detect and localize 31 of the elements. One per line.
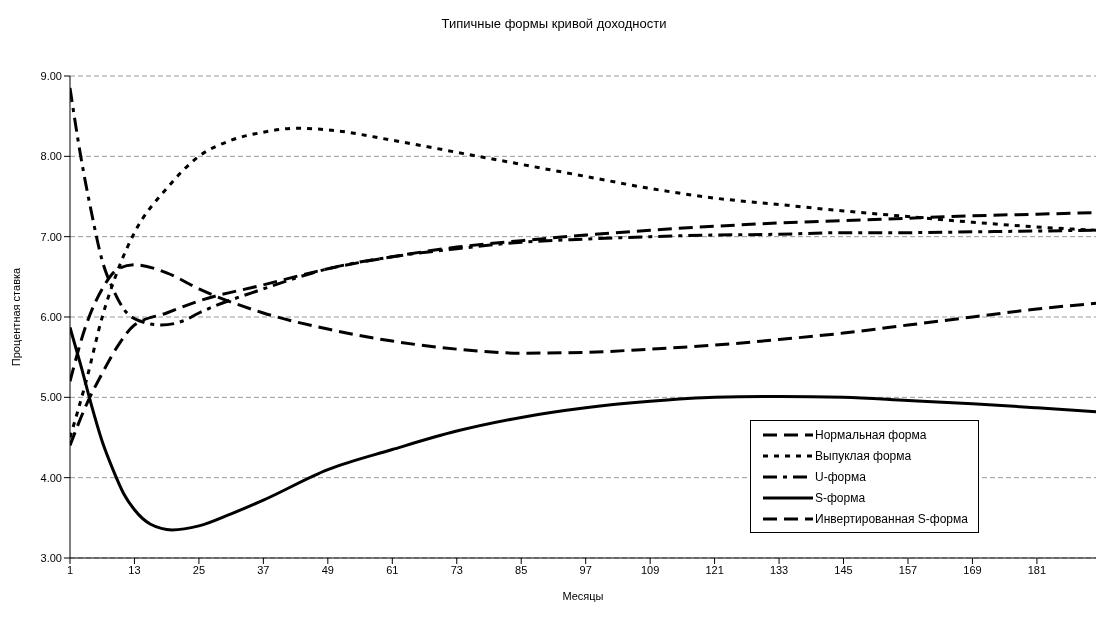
legend-label: Выпуклая форма	[815, 448, 912, 463]
x-tick-label: 37	[257, 563, 270, 576]
x-tick-label: 61	[386, 563, 399, 576]
x-tick-label: 169	[963, 563, 982, 576]
x-tick-label: 121	[705, 563, 724, 576]
x-tick-label: 85	[515, 563, 528, 576]
x-tick-label: 157	[898, 563, 918, 576]
x-tick-label: 97	[579, 563, 592, 576]
y-axis-title: Процентная ставка	[9, 266, 22, 367]
legend-label: S-форма	[815, 490, 866, 505]
y-tick-label: 5.00	[40, 391, 62, 404]
x-tick-label: 73	[450, 563, 463, 576]
legend-label: Инвертированная S-форма	[815, 511, 968, 526]
y-tick-label: 8.00	[40, 150, 62, 163]
x-tick-label: 109	[640, 563, 660, 576]
y-tick-label: 7.00	[40, 230, 62, 243]
y-tick-label: 3.00	[40, 551, 62, 564]
x-tick-label: 145	[834, 563, 853, 576]
x-tick-label: 49	[321, 563, 334, 576]
chart-title: Типичные формы кривой доходности	[440, 15, 668, 33]
y-tick-label: 4.00	[40, 471, 62, 484]
legend-label: U-форма	[815, 469, 866, 484]
x-tick-label: 181	[1027, 563, 1047, 576]
x-tick-label: 133	[769, 563, 789, 576]
legend-label: Нормальная форма	[815, 427, 927, 442]
x-tick-label: 25	[192, 563, 206, 576]
x-axis-title: Месяцы	[562, 590, 604, 602]
y-tick-label: 9.00	[40, 69, 62, 82]
x-tick-label: 13	[128, 563, 141, 576]
y-tick-label: 6.00	[40, 310, 62, 323]
x-tick-label: 1	[66, 563, 74, 576]
